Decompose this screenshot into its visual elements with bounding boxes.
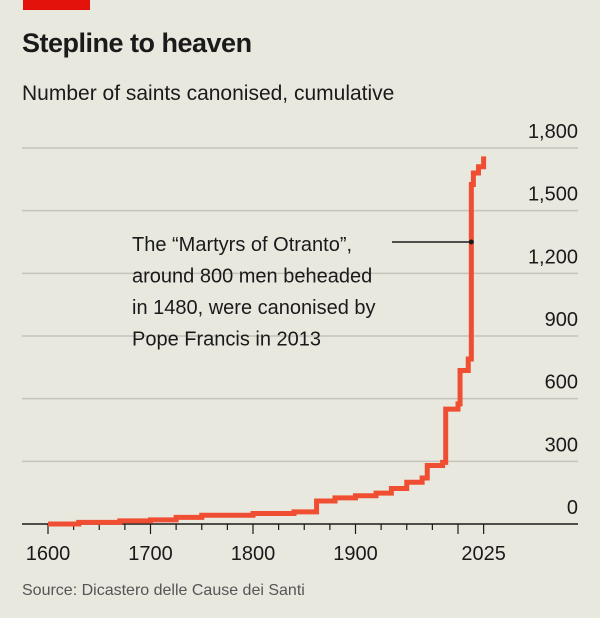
- x-tick-label: 1900: [333, 543, 378, 565]
- annotation-text-line: Pope Francis in 2013: [132, 329, 321, 351]
- y-tick-label: 600: [545, 372, 578, 394]
- x-tick-label: 2025: [461, 543, 506, 565]
- chart-source: Source: Dicastero delle Cause dei Santi: [22, 582, 305, 599]
- chart-subtitle: Number of saints canonised, cumulative: [22, 82, 395, 105]
- brand-accent-bar: [23, 0, 90, 10]
- annotation-text-line: in 1480, were canonised by: [132, 297, 376, 319]
- cumulative-saints-line: [48, 156, 487, 527]
- annotation-text-line: The “Martyrs of Otranto”,: [132, 234, 352, 256]
- y-tick-label: 1,800: [528, 121, 578, 143]
- y-tick-label: 300: [545, 434, 578, 456]
- chart-title: Stepline to heaven: [22, 28, 252, 58]
- annotation-text-line: around 800 men beheaded: [132, 266, 372, 288]
- y-tick-label: 0: [567, 497, 578, 519]
- x-tick-label: 1800: [231, 543, 276, 565]
- annotation-dot: [468, 239, 474, 245]
- y-tick-label: 900: [545, 309, 578, 331]
- x-tick-label: 1700: [128, 543, 173, 565]
- y-tick-label: 1,200: [528, 246, 578, 268]
- y-tick-label: 1,500: [528, 184, 578, 206]
- x-tick-label: 1600: [26, 543, 71, 565]
